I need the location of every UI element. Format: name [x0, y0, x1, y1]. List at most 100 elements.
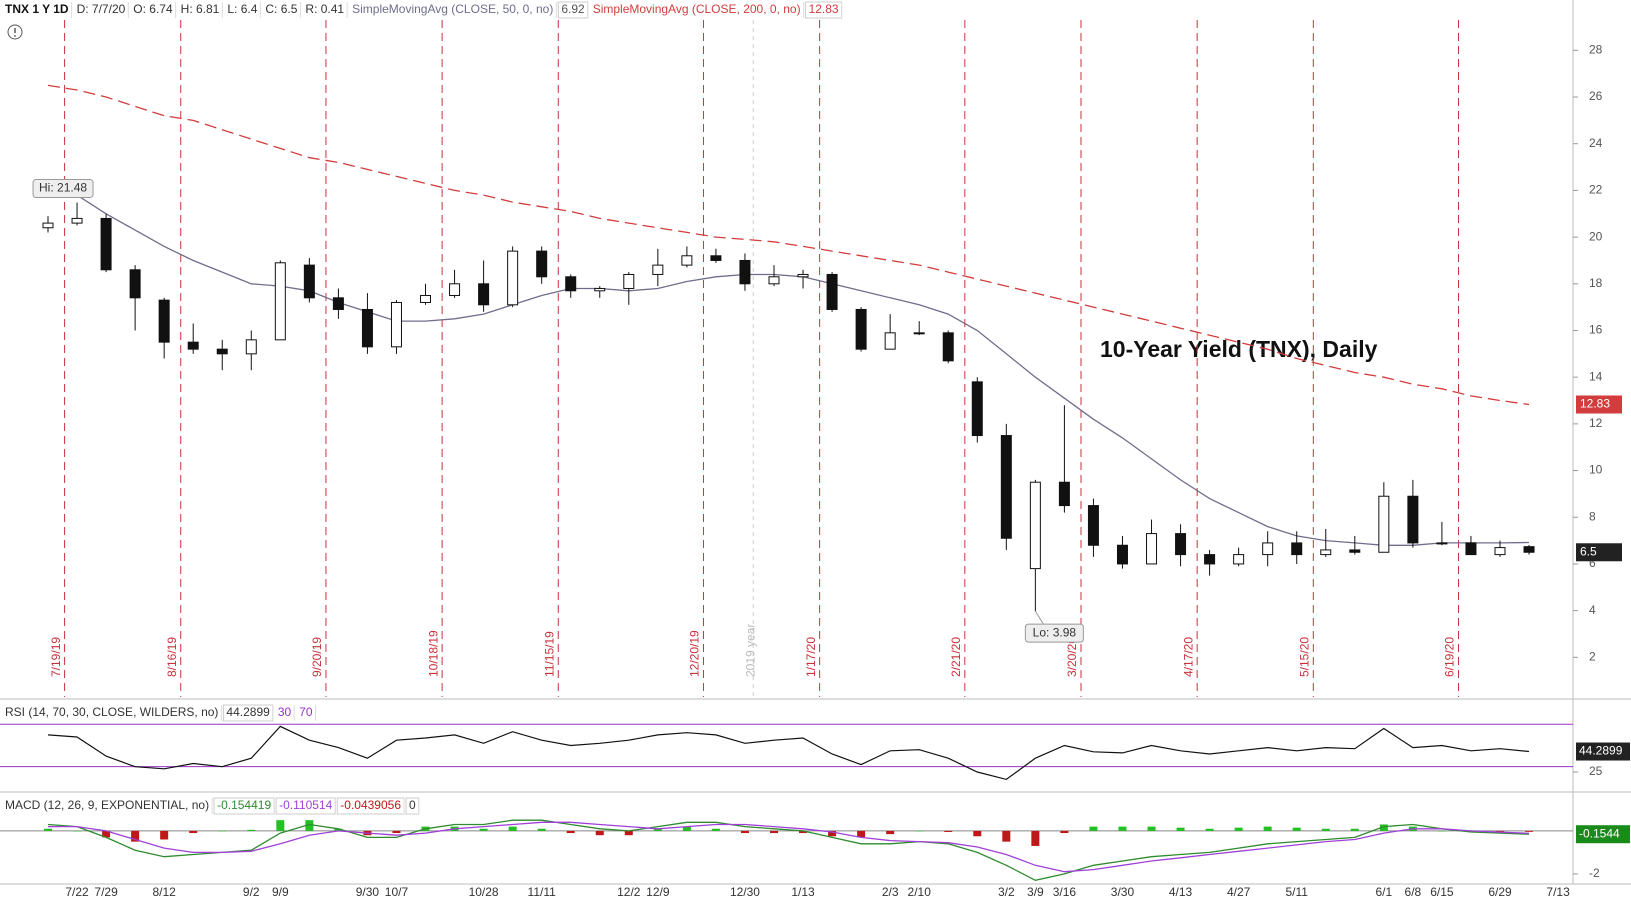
x-tick-label: 12/9 — [646, 885, 670, 899]
histogram-bar — [1060, 830, 1069, 834]
price-badge — [1576, 395, 1622, 414]
histogram-bar — [886, 830, 895, 835]
hi-label-box — [32, 179, 94, 199]
expiration-label: 6/19/20 — [1443, 637, 1457, 677]
expiration-label: 5/15/20 — [1297, 637, 1311, 677]
y-tick-label: 8 — [1589, 509, 1596, 523]
candle-body — [1291, 542, 1303, 556]
y-tick-label: 22 — [1589, 183, 1603, 197]
rsi-line — [47, 725, 1530, 781]
candle-body — [129, 269, 141, 299]
histogram-bar — [682, 826, 691, 831]
candle-body — [361, 308, 373, 348]
candle-body — [652, 264, 664, 275]
y-tick-label: 16 — [1589, 323, 1603, 337]
candle-body — [1029, 481, 1041, 570]
histogram-bar — [857, 830, 866, 838]
x-tick-label: 12/2 — [617, 885, 641, 899]
y-tick-label: -2 — [1589, 866, 1600, 880]
y-tick-label: 14 — [1589, 369, 1603, 383]
candle-body — [420, 294, 432, 303]
header-item: H: 6.81 — [181, 2, 220, 16]
expiration-label: 3/20/20 — [1065, 637, 1079, 677]
y-tick-label: 26 — [1589, 89, 1603, 103]
y-tick-label: 4 — [1589, 603, 1596, 617]
histogram-bar — [624, 830, 633, 836]
histogram-bar — [1496, 830, 1504, 832]
x-tick-label: 9/30 — [356, 885, 380, 899]
x-tick-label: 9/2 — [243, 885, 260, 899]
x-tick-label: 8/12 — [152, 885, 176, 899]
histogram-bar — [1437, 830, 1446, 832]
header-item: L: 6.4 — [227, 2, 257, 16]
histogram-bar — [305, 820, 314, 831]
candle-body — [1349, 549, 1361, 553]
candle-body — [390, 301, 402, 348]
candle-body — [739, 259, 751, 285]
price-badge — [1576, 825, 1630, 844]
candle-body — [536, 250, 548, 278]
histogram-bar — [218, 830, 227, 832]
price-badge-label: -0.1544 — [1579, 826, 1620, 840]
candle-body — [1465, 542, 1477, 556]
candle-body — [1378, 495, 1390, 553]
price-badge-label: 44.2899 — [1579, 744, 1623, 758]
y-tick-label: 10 — [1589, 463, 1603, 477]
x-tick-label: 2/3 — [882, 885, 899, 899]
candle-body — [245, 339, 257, 355]
histogram-bar — [1002, 830, 1011, 842]
expiration-label: 7/19/19 — [49, 637, 63, 677]
histogram-bar — [828, 830, 837, 837]
expiration-label: 1/17/20 — [804, 637, 818, 677]
x-tick-label: 1/13 — [791, 885, 815, 899]
indicator-level: 70 — [299, 705, 313, 719]
histogram-bar — [1031, 830, 1040, 846]
histogram-bar — [1292, 827, 1301, 831]
x-tick-label: 3/2 — [998, 885, 1015, 899]
y-tick-label: 25 — [1589, 764, 1603, 778]
x-tick-label: 7/29 — [94, 885, 118, 899]
price-badge-label: 6.5 — [1580, 544, 1597, 558]
candle-body — [303, 264, 315, 299]
x-tick-label: 10/28 — [469, 885, 499, 899]
histogram-bar — [799, 830, 808, 834]
histogram-bar — [770, 830, 778, 834]
y-tick-label: 2 — [1589, 649, 1596, 663]
histogram-bar — [334, 828, 343, 831]
candle-body — [1494, 547, 1506, 556]
candle-body — [971, 381, 983, 437]
histogram-bar — [1321, 828, 1330, 831]
histogram-bar — [102, 830, 111, 838]
y-tick-label: 18 — [1589, 276, 1603, 290]
info-icon[interactable] — [7, 24, 23, 40]
indicator-value: -0.154419 — [217, 798, 271, 812]
histogram-bar — [566, 830, 575, 834]
y-tick-label: 6 — [1589, 556, 1596, 570]
candle-body — [478, 283, 490, 306]
x-tick-label: 3/9 — [1027, 885, 1044, 899]
histogram-bar — [1379, 824, 1388, 831]
candle-body — [768, 276, 780, 285]
macd-line — [48, 821, 1530, 873]
indicator-value: -0.0439056 — [340, 798, 401, 812]
header-item: D: 7/7/20 — [77, 2, 126, 16]
candle-body — [187, 341, 199, 350]
candle-body — [1523, 546, 1535, 553]
histogram-bar — [944, 830, 953, 832]
chart-title: 10-Year Yield (TNX), Daily — [1100, 336, 1378, 362]
x-tick-label: 7/22 — [65, 885, 89, 899]
indicator-value: 6.92 — [561, 2, 585, 16]
macd-line — [47, 819, 1530, 881]
candle-body — [1436, 542, 1448, 545]
indicator-name: SimpleMovingAvg (CLOSE, 200, 0, no) — [593, 2, 801, 16]
histogram-bar — [1234, 827, 1243, 831]
candle-body — [594, 287, 606, 292]
expiration-label: 4/17/20 — [1181, 637, 1195, 677]
candle-body — [1407, 495, 1419, 544]
header-item: TNX 1 Y 1D — [5, 2, 69, 16]
candle-body — [507, 250, 519, 306]
x-tick-label: 6/29 — [1488, 885, 1512, 899]
